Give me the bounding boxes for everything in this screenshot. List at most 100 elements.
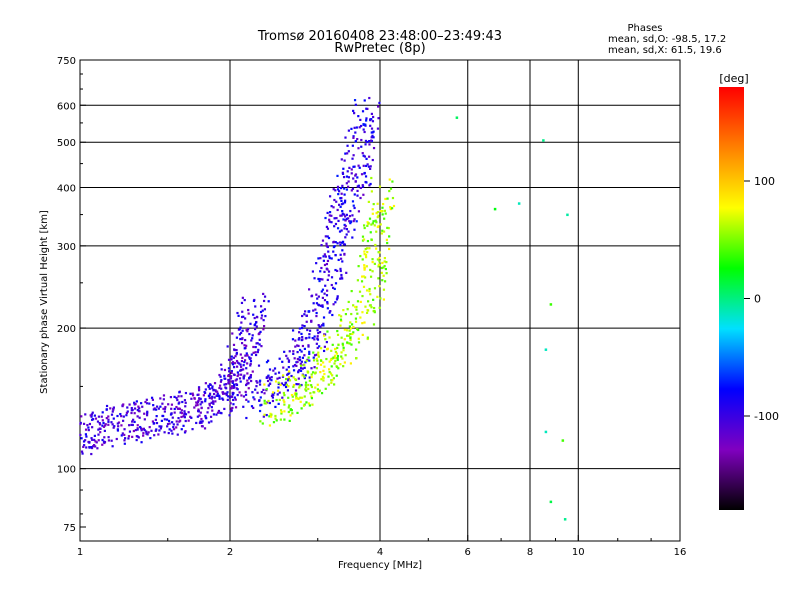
data-point [336,365,339,369]
data-point [356,137,359,141]
data-point [240,373,243,376]
data-point [387,227,390,230]
data-point [299,364,303,367]
data-point [155,408,158,411]
data-point [230,358,233,361]
data-point [261,309,264,312]
data-point [368,287,371,291]
data-point [112,417,115,420]
data-point [296,350,299,354]
data-point [334,241,337,244]
data-point [358,166,361,169]
data-point [227,382,230,385]
data-point [245,382,249,385]
data-point [343,227,346,230]
data-point [107,415,110,418]
data-point [333,245,336,248]
data-point [223,407,226,411]
data-point [352,136,355,139]
data-point [330,365,333,368]
data-point [342,202,345,205]
data-point [315,367,319,370]
data-point [359,186,362,190]
data-point [371,134,374,137]
data-point [370,127,374,130]
data-point [252,396,255,399]
data-point [230,395,234,398]
data-point [322,259,325,262]
data-point [238,333,241,336]
data-point [352,331,355,334]
data-point [366,300,370,303]
data-point [301,367,304,370]
data-point [210,420,213,423]
data-point [308,336,311,339]
data-point [123,442,126,445]
data-point [303,354,306,357]
data-point [343,338,346,341]
data-point [348,214,352,218]
data-point [212,401,215,404]
data-point [362,238,366,241]
data-point [332,241,335,244]
data-point [346,170,349,173]
data-point [364,247,367,251]
data-point [84,413,87,416]
data-point [232,392,235,395]
data-point [322,376,325,380]
data-point [272,393,275,397]
data-point [370,223,373,226]
data-point [369,182,372,186]
data-point [322,379,325,382]
data-point [333,198,336,202]
data-point [301,335,304,339]
data-point [234,379,237,382]
data-point [354,317,358,320]
data-point [349,362,353,365]
data-point [247,387,250,390]
data-point [252,345,255,349]
data-point [268,368,272,371]
data-point [307,345,310,348]
data-point [230,380,233,383]
data-point [228,414,231,417]
data-point [107,439,111,442]
data-point [304,361,307,364]
data-point [233,383,236,386]
data-point [340,203,344,206]
data-point [330,349,333,352]
data-point [149,436,152,440]
data-point [334,350,338,354]
data-point [343,243,347,246]
data-point [370,112,373,115]
data-point [325,357,328,361]
data-point [362,154,365,157]
data-point [210,406,213,409]
data-point [359,196,362,200]
data-point [357,341,361,344]
data-point [259,404,262,407]
data-point [322,369,325,372]
data-point [236,393,239,397]
data-point [304,386,308,389]
data-point [163,431,166,434]
data-point [143,418,146,421]
data-point [173,407,176,411]
data-point [245,416,248,420]
data-point [307,344,310,347]
y-tick-label: 400 [57,183,76,194]
data-point [122,403,125,406]
data-point [298,369,301,372]
data-point [110,413,114,416]
data-point [376,258,379,261]
data-point [382,298,386,301]
data-point [287,359,291,362]
data-point [172,423,175,426]
data-point [285,377,288,381]
data-point [98,423,102,426]
data-point [162,394,166,397]
data-point [270,376,273,379]
data-point [364,139,368,143]
data-point [287,379,290,382]
trace-points [79,292,270,456]
